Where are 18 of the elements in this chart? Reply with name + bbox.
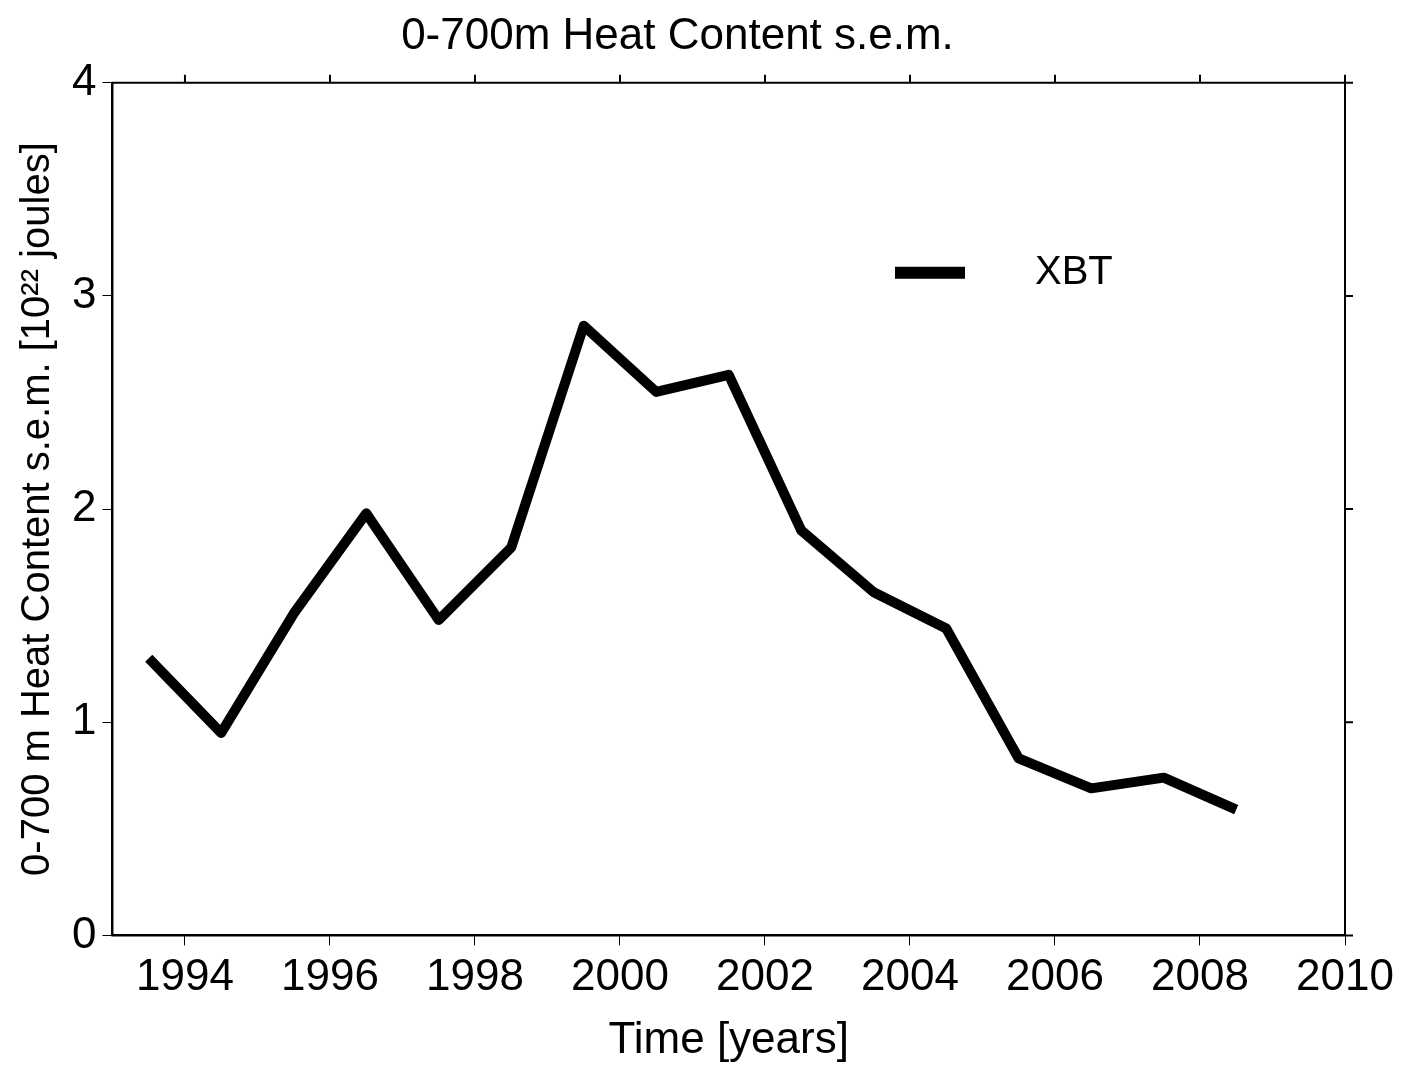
chart-title: 0-700m Heat Content s.e.m. [401, 8, 954, 58]
y-tick-label: 2 [71, 481, 97, 531]
x-tick-label: 2006 [1006, 949, 1104, 999]
x-tick-label: 2000 [571, 949, 669, 999]
y-tick-label: 3 [71, 268, 97, 318]
x-tick-label: 2010 [1296, 949, 1394, 999]
x-tick-label: 2004 [861, 949, 959, 999]
x-tick-label: 2008 [1151, 949, 1249, 999]
x-tick-label: 2002 [716, 949, 814, 999]
x-tick-label: 1996 [281, 949, 379, 999]
x-tick-label: 1994 [136, 949, 234, 999]
legend-label: XBT [1035, 247, 1113, 292]
y-axis-title: 0-700 m Heat Content s.e.m. [10²² joules] [13, 142, 58, 876]
x-axis-title: Time [years] [608, 1012, 849, 1062]
y-tick-label: 4 [71, 54, 97, 104]
x-tick-label: 1998 [426, 949, 524, 999]
y-tick-label: 1 [71, 694, 97, 744]
y-tick-label: 0 [71, 907, 97, 957]
